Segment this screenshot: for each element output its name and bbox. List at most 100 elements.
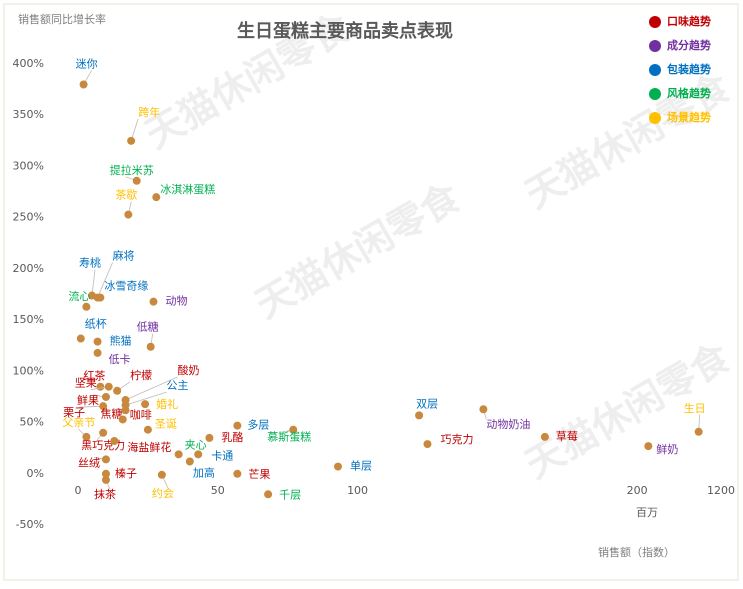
point-label: 鲜奶 xyxy=(656,442,678,456)
legend-label: 场景趋势 xyxy=(667,110,711,124)
point xyxy=(233,469,242,478)
point-label: 麻将 xyxy=(113,249,135,263)
point-label: 红茶 xyxy=(83,370,105,383)
point xyxy=(101,469,110,478)
point xyxy=(644,442,653,451)
y-tick-label: 0% xyxy=(27,467,44,480)
y-tick-label: 350% xyxy=(13,108,44,121)
point xyxy=(127,136,136,145)
leader-line xyxy=(125,376,178,401)
y-tick-label: 400% xyxy=(13,57,44,70)
legend-swatch xyxy=(649,40,661,52)
point-label: 焦糖 xyxy=(101,406,123,420)
y-tick-label: 250% xyxy=(13,211,44,224)
point-label: 单层 xyxy=(350,460,372,473)
point xyxy=(205,433,214,442)
point-label: 卡通 xyxy=(211,449,233,462)
point xyxy=(174,450,183,459)
point-label: 咖啡 xyxy=(130,407,152,421)
x-tick-label: 0 xyxy=(75,484,82,497)
point-label: 低糖 xyxy=(137,320,159,334)
point xyxy=(124,210,133,219)
point-label: 生日 xyxy=(684,401,706,415)
legend-swatch xyxy=(649,16,661,28)
point-label: 父亲节 xyxy=(62,415,95,429)
point xyxy=(79,80,88,89)
x-tick-label: 200 xyxy=(627,484,648,497)
point xyxy=(185,457,194,466)
point xyxy=(101,455,110,464)
point xyxy=(334,462,343,471)
point xyxy=(101,475,110,484)
point xyxy=(113,386,122,395)
point xyxy=(694,427,703,436)
point-label: 抹茶 xyxy=(94,488,116,501)
point xyxy=(99,402,108,411)
point-label: 芒果 xyxy=(248,468,270,481)
leader-line xyxy=(125,391,167,406)
y-axis-title: 销售额同比增长率 xyxy=(18,12,106,26)
point xyxy=(157,470,166,479)
point-label: 提拉米苏 xyxy=(110,163,154,177)
y-tick-label: 200% xyxy=(13,262,44,275)
point-label: 栗子 xyxy=(63,406,85,419)
point-label: 丝绒 xyxy=(78,456,100,469)
point-label: 柠檬 xyxy=(130,368,152,382)
point-label: 黑巧克力 xyxy=(81,439,125,452)
point xyxy=(264,490,273,499)
point xyxy=(121,406,130,415)
point xyxy=(76,334,85,343)
point-label: 动物 xyxy=(165,294,187,308)
point xyxy=(110,436,119,445)
point-label: 海盐鲜花 xyxy=(127,440,171,454)
y-tick-label: -50% xyxy=(16,518,44,531)
point xyxy=(87,291,96,300)
point-label: 乳酪 xyxy=(221,431,243,444)
point-label: 夹心 xyxy=(185,438,207,451)
point-label: 茶歇 xyxy=(115,189,137,202)
point xyxy=(289,425,298,434)
point xyxy=(132,176,141,185)
x-tick-label: 1200 xyxy=(707,484,735,497)
legend-label: 成分趋势 xyxy=(667,38,711,52)
point-label: 公主 xyxy=(167,379,189,392)
point-label: 冰雪奇缘 xyxy=(104,280,148,293)
legend-swatch xyxy=(649,88,661,100)
point-label: 草莓 xyxy=(556,430,578,443)
point-label: 榛子 xyxy=(115,467,137,480)
chart-title: 生日蛋糕主要商品卖点表现 xyxy=(237,20,453,42)
point xyxy=(194,450,203,459)
point xyxy=(415,411,424,420)
x-unit: 百万 xyxy=(636,506,658,519)
point-label: 熊猫 xyxy=(110,334,132,348)
point-label: 婚礼 xyxy=(156,397,178,411)
point xyxy=(141,400,150,409)
point-label: 约会 xyxy=(152,487,174,500)
legend-swatch xyxy=(649,64,661,76)
point xyxy=(96,293,105,302)
point-label: 加高 xyxy=(193,465,215,479)
leader-line xyxy=(79,405,104,408)
y-tick-label: 50% xyxy=(20,416,44,429)
leader-line xyxy=(97,262,113,298)
y-tick-label: 150% xyxy=(13,313,44,326)
point xyxy=(82,432,91,441)
point xyxy=(93,337,102,346)
point-label: 低卡 xyxy=(109,353,131,366)
legend-swatch xyxy=(649,112,661,124)
leader-line xyxy=(91,269,96,296)
point-label: 酸奶 xyxy=(178,363,200,377)
frame xyxy=(3,3,739,581)
point-label: 鲜果 xyxy=(77,393,99,407)
y-tick-label: 100% xyxy=(13,364,44,377)
point xyxy=(101,392,110,401)
x-tick-label: 100 xyxy=(347,484,368,497)
point-label: 冰淇淋蛋糕 xyxy=(160,182,215,196)
point xyxy=(423,440,432,449)
legend-label: 口味趋势 xyxy=(667,14,711,28)
point-label: 千层 xyxy=(279,488,301,501)
point-label: 跨年 xyxy=(138,105,160,119)
point xyxy=(152,193,161,202)
